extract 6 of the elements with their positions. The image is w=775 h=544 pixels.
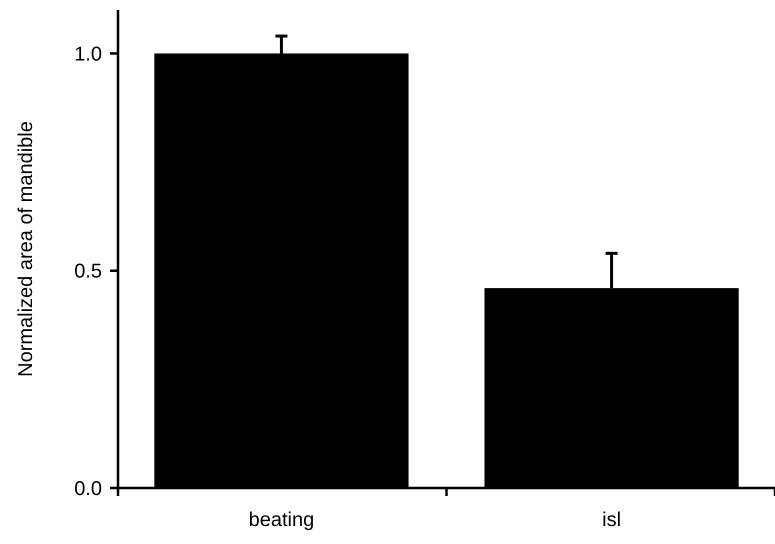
y-tick-label: 0.0 xyxy=(74,478,102,500)
y-tick-label: 0.5 xyxy=(74,260,102,283)
y-axis-title: Normalized area of mandible xyxy=(15,121,37,377)
y-tick-label: 1.0 xyxy=(74,43,102,66)
x-tick-label: isl xyxy=(602,509,622,531)
x-tick-label: beating xyxy=(248,509,314,531)
